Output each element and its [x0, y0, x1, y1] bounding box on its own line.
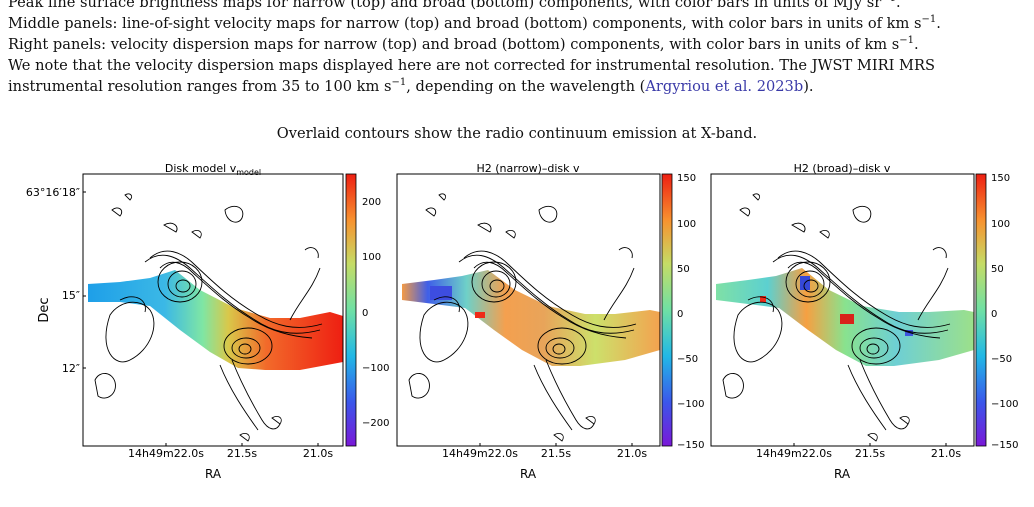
colorbar-tick: 100: [677, 219, 696, 230]
colorbar-narrow: [661, 173, 673, 447]
panel-h2-broad: H2 (broad)–disk v 14h49m22.0s 21.5s 21.0…: [710, 162, 1018, 481]
panel3-title: H2 (broad)–disk v: [794, 162, 891, 175]
caption-line-4: We note that the velocity dispersion map…: [8, 57, 935, 74]
panel1-title: Disk model vmodel: [165, 162, 261, 177]
y-axis-label: Dec: [37, 297, 52, 322]
colorbar-tick: 150: [677, 173, 696, 184]
y-tick-label: 15″: [62, 289, 80, 302]
colorbar-tick: 0: [362, 308, 368, 319]
x-tick-label: 14h49m22.0s: [756, 447, 832, 460]
colorbar-broad: [975, 173, 987, 447]
citation-link[interactable]: Argyriou et al. 2023b: [645, 78, 804, 95]
colorbar-tick: −100: [362, 363, 389, 374]
x-tick-label: 21.0s: [303, 447, 333, 460]
y-tick-label: 12″: [62, 362, 80, 375]
x-axis-label: RA: [205, 467, 222, 481]
x-axis-label: RA: [520, 467, 537, 481]
x-axis-label: RA: [834, 467, 851, 481]
colorbar-tick: −100: [991, 399, 1018, 410]
caption-line-5: instrumental resolution ranges from 35 t…: [8, 77, 814, 95]
x-tick-label: 21.5s: [855, 447, 885, 460]
colorbar-tick: 150: [991, 173, 1010, 184]
panel2-title: H2 (narrow)–disk v: [476, 162, 580, 175]
colorbar-disk: [345, 173, 357, 447]
caption-line-1: Peak line surface brightness maps for na…: [8, 0, 901, 11]
colorbar-tick: −50: [677, 354, 698, 365]
colorbar-tick: −150: [991, 440, 1018, 451]
colorbar-tick: 50: [991, 264, 1004, 275]
colorbar-tick: −200: [362, 418, 389, 429]
colorbar-tick: −100: [677, 399, 704, 410]
colorbar-tick: 100: [991, 219, 1010, 230]
x-tick-label: 21.0s: [617, 447, 647, 460]
x-tick-label: 21.5s: [227, 447, 257, 460]
figure-subcaption: Overlaid contours show the radio continu…: [276, 125, 758, 142]
colorbar-tick: −50: [991, 354, 1012, 365]
y-tick-label: 63°16′18″: [26, 186, 80, 199]
caption-line-3: Right panels: velocity dispersion maps f…: [8, 35, 919, 53]
velocity-map-disk: [88, 270, 343, 370]
panel-disk-model: Disk model vmodel Dec 63°16′18″ 15″ 12″ …: [26, 162, 390, 481]
x-tick-label: 14h49m22.0s: [128, 447, 204, 460]
x-tick-label: 21.5s: [541, 447, 571, 460]
x-tick-label: 14h49m22.0s: [442, 447, 518, 460]
panel-h2-narrow: H2 (narrow)–disk v 14h49m22.0s 21.5s 21.…: [396, 162, 704, 481]
caption-line-2: Middle panels: line-of-sight velocity ma…: [8, 14, 941, 32]
colorbar-tick: −150: [677, 440, 704, 451]
colorbar-tick: 0: [991, 309, 997, 320]
colorbar-tick: 50: [677, 264, 690, 275]
colorbar-tick: 0: [677, 309, 683, 320]
colorbar-tick: 100: [362, 252, 381, 263]
colorbar-tick: 200: [362, 197, 381, 208]
x-tick-label: 21.0s: [931, 447, 961, 460]
